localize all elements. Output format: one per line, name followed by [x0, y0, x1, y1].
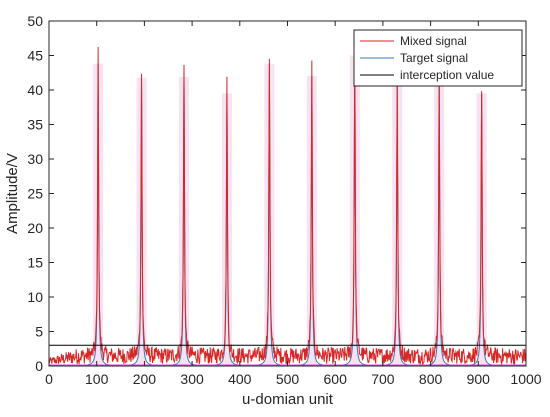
x-axis-label: u-domian unit [242, 391, 334, 408]
ticks-layer: 0 100 200 300 400 500 600 700 800 900 1000 0 5 10 15 20… [27, 13, 541, 387]
series-layer [48, 45, 527, 367]
target-peak-band [392, 83, 403, 366]
x-tick-label: 200 [133, 371, 157, 387]
legend: Mixed signal Target signal interception va… [353, 29, 523, 87]
target-peak-band [434, 79, 445, 367]
y-tick-label: 0 [35, 358, 43, 374]
target-peak-band [349, 55, 360, 366]
y-tick-label: 15 [27, 255, 43, 271]
x-tick-label: 800 [419, 371, 443, 387]
target-signal-line [49, 55, 526, 367]
legend-label: interception value [400, 68, 494, 82]
x-tick-label: 700 [371, 371, 395, 387]
y-tick-label: 25 [27, 186, 43, 202]
x-tick-label: 400 [228, 371, 252, 387]
y-axis-label: Amplitude/V [4, 153, 21, 234]
target-peak-band [476, 93, 487, 366]
mixed-signal-line [48, 45, 527, 366]
legend-label: Mixed signal [400, 34, 467, 48]
legend-label: Target signal [400, 51, 468, 65]
target-peak-band [264, 63, 275, 366]
y-tick-label: 50 [27, 13, 43, 29]
x-tick-label: 300 [180, 371, 204, 387]
y-tick-label: 10 [27, 289, 43, 305]
x-tick-label: 500 [276, 371, 300, 387]
y-tick-label: 35 [27, 117, 43, 133]
y-tick-label: 40 [27, 82, 43, 98]
y-tick-label: 45 [27, 48, 43, 64]
x-tick-label: 0 [45, 371, 53, 387]
target-peak-band [178, 76, 189, 366]
x-tick-label: 900 [467, 371, 491, 387]
y-tick-label: 5 [35, 324, 43, 340]
x-tick-label: 100 [85, 371, 109, 387]
legend-items: Mixed signal Target signal interception va… [360, 34, 494, 82]
target-peak-band [93, 63, 104, 366]
x-tick-label: 600 [324, 371, 348, 387]
y-tick-label: 20 [27, 220, 43, 236]
target-peak-band [136, 77, 147, 366]
target-peak-band [221, 93, 232, 366]
x-tick-label: 1000 [510, 371, 541, 387]
target-peak-band [306, 76, 317, 366]
y-tick-label: 30 [27, 151, 43, 167]
